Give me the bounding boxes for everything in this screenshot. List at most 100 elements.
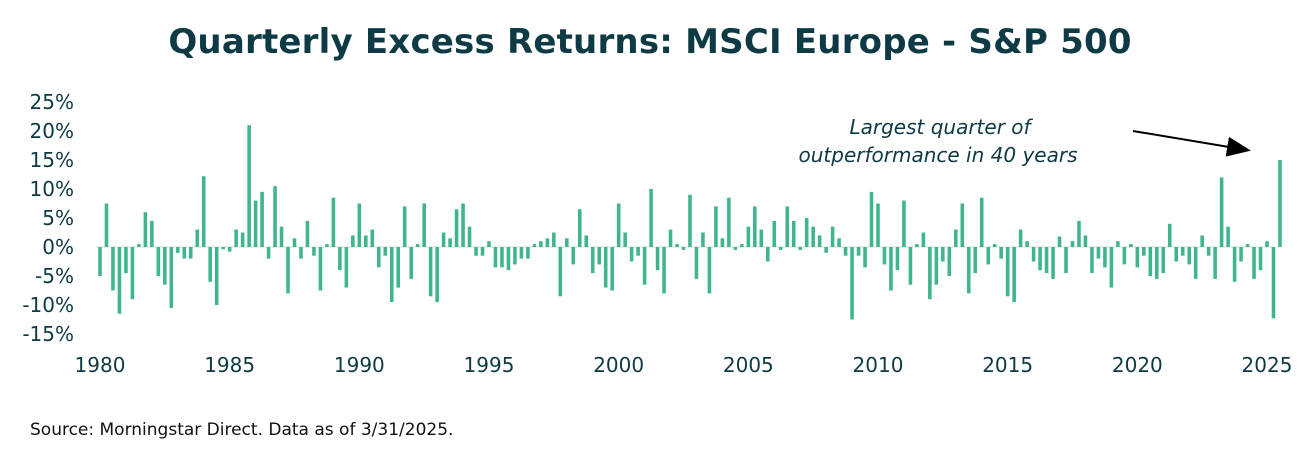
x-tick-label: 1985 <box>204 353 255 377</box>
bar <box>526 247 530 259</box>
bar <box>1031 247 1036 262</box>
y-tick-label: 10% <box>30 177 74 201</box>
bar <box>111 247 115 291</box>
bar <box>1103 247 1107 268</box>
bar <box>707 247 712 294</box>
bar <box>1116 241 1120 247</box>
bar <box>863 247 867 268</box>
bar <box>558 247 563 297</box>
bar <box>973 247 978 274</box>
bar <box>824 247 828 253</box>
bar <box>195 229 200 247</box>
x-axis: 1980 1985 1990 1995 2000 2005 2010 2015 2020 2025 <box>75 353 1293 377</box>
bar <box>740 244 744 247</box>
bar <box>208 247 212 282</box>
bar <box>163 247 167 285</box>
bars <box>98 125 1282 320</box>
bar <box>1187 247 1191 265</box>
bar <box>1005 247 1010 297</box>
bar <box>675 244 679 247</box>
bar <box>856 247 861 256</box>
bar <box>344 247 349 288</box>
bar <box>1161 247 1166 274</box>
bar <box>1057 236 1062 247</box>
x-tick-label: 2000 <box>593 353 644 377</box>
bar <box>662 247 666 294</box>
bar <box>1265 241 1269 247</box>
y-tick-label: -15% <box>22 322 74 346</box>
bar <box>130 247 135 300</box>
bar <box>1044 247 1049 274</box>
bar <box>603 247 608 288</box>
bar <box>720 238 725 247</box>
bar <box>1232 247 1237 282</box>
bar <box>461 203 465 247</box>
bar <box>474 247 478 256</box>
annotation: Largest quarter of outperformance in 40 … <box>799 115 1251 167</box>
bar <box>733 247 738 250</box>
bar <box>1051 247 1055 279</box>
bar <box>902 200 906 247</box>
bar <box>688 194 692 247</box>
bar <box>383 247 388 256</box>
bar <box>519 247 524 259</box>
bar <box>636 247 640 256</box>
bar <box>895 247 900 271</box>
bar <box>1245 244 1250 247</box>
bar <box>480 247 485 256</box>
bar <box>1083 235 1088 247</box>
bar <box>843 247 848 256</box>
bar <box>273 186 277 247</box>
bar <box>513 247 517 265</box>
y-tick-label: 5% <box>42 206 74 230</box>
bar <box>934 247 939 285</box>
bar <box>941 247 945 262</box>
bar <box>921 232 926 247</box>
bar <box>746 226 751 247</box>
bar <box>156 247 161 276</box>
bar <box>1271 247 1276 319</box>
x-tick-label: 2015 <box>982 353 1033 377</box>
bar <box>364 235 368 247</box>
bar <box>766 247 770 262</box>
bar <box>753 206 757 247</box>
annotation-line-2: outperformance in 40 years <box>799 143 1078 167</box>
bar <box>454 209 459 247</box>
bar <box>143 212 148 247</box>
bar <box>240 232 245 247</box>
x-tick-label: 2020 <box>1112 353 1163 377</box>
bar <box>1109 247 1114 288</box>
bar <box>428 247 433 297</box>
bar <box>1070 241 1075 247</box>
bar <box>850 247 854 320</box>
bar <box>247 125 251 247</box>
bar <box>214 247 219 305</box>
bar <box>668 229 673 247</box>
bar <box>305 220 310 247</box>
bar <box>351 235 355 247</box>
bar <box>357 203 362 247</box>
bar <box>338 247 342 271</box>
bar <box>201 176 206 247</box>
bar <box>986 247 990 265</box>
bar <box>312 247 316 256</box>
bar <box>889 247 893 291</box>
bar <box>1038 247 1042 271</box>
bar <box>1206 247 1211 256</box>
bar <box>409 247 413 279</box>
bar <box>616 203 621 247</box>
bar <box>1135 247 1140 268</box>
bar <box>545 238 550 247</box>
bar <box>701 232 705 247</box>
source-note: Source: Morningstar Direct. Data as of 3… <box>30 420 454 440</box>
bar <box>137 244 141 247</box>
bar <box>966 247 971 294</box>
bar <box>804 218 809 247</box>
bar <box>882 247 887 265</box>
bar <box>1025 241 1029 247</box>
bar <box>584 235 589 247</box>
bar <box>117 247 122 314</box>
bar <box>415 244 420 247</box>
bar <box>811 226 815 247</box>
